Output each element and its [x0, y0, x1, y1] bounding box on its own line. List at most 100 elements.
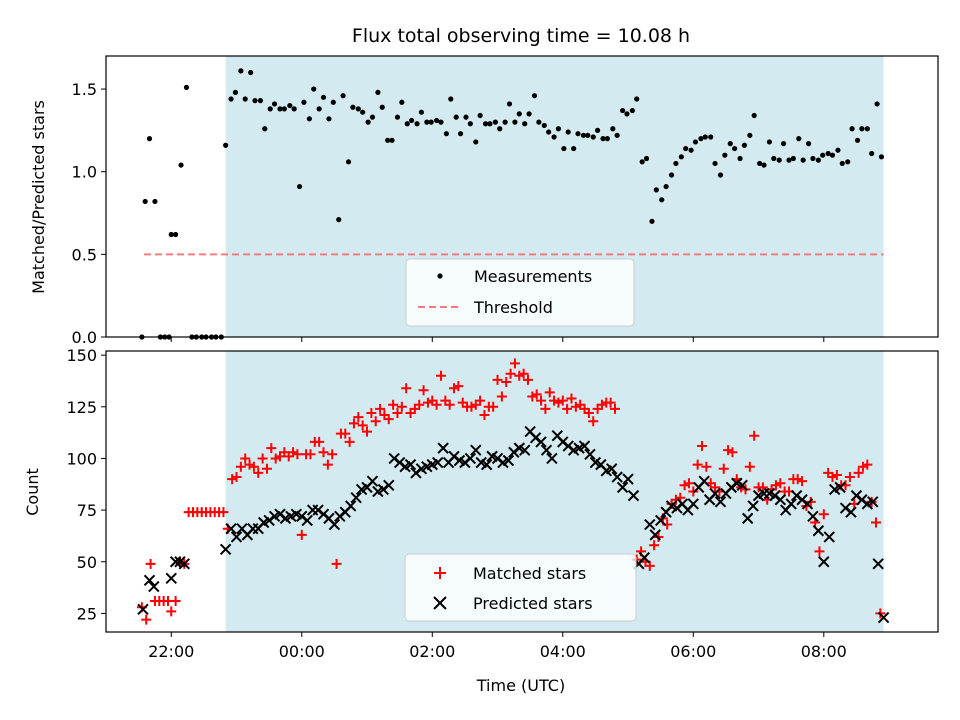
measurement-point — [805, 141, 812, 147]
x-tick-label: 00:00 — [279, 642, 325, 661]
measurement-point — [874, 101, 880, 107]
matched-stars-point — [257, 453, 268, 464]
matched-stars-point — [814, 546, 825, 557]
measurement-point — [252, 98, 258, 104]
measurement-point — [434, 117, 440, 124]
measurement-point — [815, 157, 821, 163]
measurement-point — [467, 121, 473, 127]
legend-matched-marker — [434, 567, 446, 579]
measurement-point — [771, 155, 777, 162]
measurement-point — [776, 157, 782, 163]
matched-stars-point — [266, 443, 277, 454]
predicted-stars-point — [137, 603, 149, 615]
predicted-stars-point — [578, 440, 591, 452]
measurement-point — [810, 155, 816, 162]
measurement-point — [757, 160, 763, 167]
measurement-point — [649, 218, 655, 224]
matched-stars-point — [170, 596, 181, 607]
matched-stars-point — [288, 447, 299, 458]
predicted-stars-point — [540, 444, 553, 456]
matched-stars-point — [141, 614, 152, 625]
matched-stars-point — [240, 453, 251, 464]
measurement-point — [551, 134, 557, 140]
measurement-point — [722, 152, 728, 158]
predicted-stars-point — [774, 494, 787, 506]
measurement-point — [712, 160, 718, 167]
measurement-point — [287, 102, 293, 109]
predicted-stars-point — [654, 514, 667, 527]
predicted-stars-point — [219, 543, 232, 556]
predicted-stars-point — [230, 531, 243, 543]
measurement-point — [330, 99, 336, 105]
predicted-stars-point — [698, 475, 710, 487]
measurement-point — [531, 93, 538, 99]
matched-stars-point — [366, 407, 377, 418]
matched-stars-point — [696, 441, 707, 452]
matched-stars-point — [431, 399, 442, 410]
top-y-axis-label: Matched/Predicted stars — [29, 100, 48, 294]
matched-stars-point — [392, 407, 403, 418]
measurement-point — [438, 119, 444, 125]
measurement-point — [692, 139, 699, 145]
predicted-stars-point — [709, 487, 721, 500]
legend-measurements-label: Measurements — [474, 267, 592, 286]
bottom-y-axis-label: Count — [23, 468, 42, 516]
bottom-y-tick-label: 100 — [66, 449, 97, 468]
matched-stars-point — [492, 374, 503, 385]
matched-stars-point — [314, 436, 325, 447]
measurement-point — [428, 119, 434, 125]
predicted-stars-point — [502, 454, 515, 467]
predicted-stars-point — [877, 611, 890, 624]
top-y-tick-label: 1.5 — [72, 80, 97, 99]
top-legend: Measurements Threshold — [405, 258, 635, 327]
predicted-stars-point — [801, 498, 814, 510]
measurement-point — [389, 137, 395, 143]
measurement-point — [473, 139, 479, 145]
measurement-point — [639, 159, 645, 165]
matched-stars-point — [261, 463, 272, 474]
predicted-stars-point — [535, 436, 547, 448]
matched-stars-point — [518, 368, 529, 379]
predicted-stars-point — [464, 452, 477, 465]
predicted-stars-point — [344, 500, 357, 512]
measurement-point — [306, 116, 312, 122]
measurement-point — [796, 136, 802, 142]
matched-stars-point — [701, 461, 712, 472]
matched-stars-point — [831, 469, 842, 480]
measurement-point — [737, 155, 743, 162]
predicted-stars-point — [470, 444, 482, 456]
matched-stars-point — [296, 529, 307, 540]
matched-stars-point — [770, 480, 781, 491]
measurement-point — [702, 134, 708, 140]
measurement-point — [516, 111, 522, 117]
measurement-point — [242, 96, 248, 102]
matched-stars-point — [357, 420, 368, 431]
matched-stars-point — [562, 403, 573, 414]
bottom-y-tick-label: 25 — [77, 604, 97, 623]
measurement-point — [448, 96, 454, 102]
measurement-point — [497, 126, 503, 132]
matched-stars-point — [566, 393, 577, 404]
matched-stars-point — [644, 560, 655, 571]
measurement-point — [512, 119, 518, 125]
matched-stars-point — [253, 467, 264, 478]
matched-stars-point — [318, 447, 329, 458]
matched-stars-point — [775, 478, 786, 489]
measurement-point — [653, 187, 659, 193]
matched-stars-point — [475, 395, 486, 406]
measurement-point — [878, 154, 885, 160]
matched-stars-point — [383, 414, 394, 425]
predicted-stars-point — [616, 481, 629, 494]
x-tick-label: 06:00 — [670, 642, 716, 661]
x-tick-label: 22:00 — [148, 642, 194, 661]
matched-stars-point — [488, 401, 499, 412]
x-tick-label: 02:00 — [409, 642, 455, 661]
measurement-point — [717, 172, 724, 178]
measurement-point — [708, 134, 714, 140]
matched-stars-point — [527, 391, 538, 402]
measurement-point — [477, 112, 483, 119]
predicted-stars-point — [823, 531, 835, 543]
measurement-point — [453, 114, 459, 120]
predicted-stars-point — [736, 479, 748, 492]
matched-stars-point — [509, 358, 520, 369]
